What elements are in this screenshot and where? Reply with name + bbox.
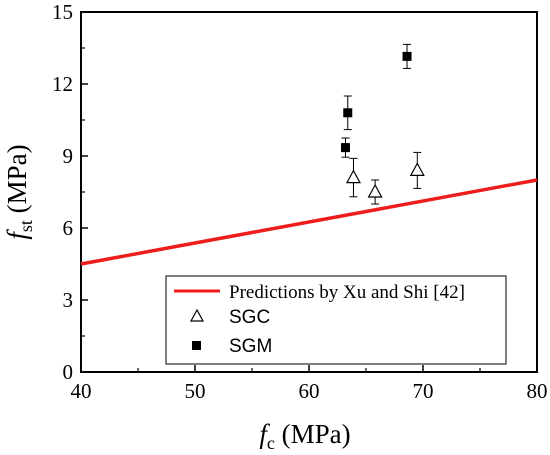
- sgc-point: [345, 169, 361, 184]
- x-axis: 40 50 60 70 80: [71, 365, 548, 403]
- legend-triangle-swatch: [189, 308, 205, 322]
- y-tick-label: 12: [52, 72, 73, 96]
- legend-label-sgm: SGM: [229, 336, 272, 357]
- y-tick-label: 0: [63, 360, 74, 384]
- y-axis: 0 3 6 9 12 15: [52, 0, 88, 384]
- sgm-point: [340, 143, 350, 153]
- y-axis-title: fst (MPa): [2, 144, 36, 239]
- x-tick-label: 50: [185, 379, 206, 403]
- y-tick-label: 3: [63, 288, 74, 312]
- prediction-line: [80, 178, 538, 266]
- x-tick-label: 80: [527, 379, 548, 403]
- x-axis-title: fc (MPa): [259, 419, 350, 453]
- x-tick-label: 60: [299, 379, 320, 403]
- y-tick-label: 6: [63, 216, 74, 240]
- legend: Predictions by Xu and Shi [42] SGC SGM: [165, 275, 507, 365]
- sgc-point: [409, 162, 425, 176]
- x-tick-label: 40: [71, 379, 92, 403]
- legend-box: [165, 275, 507, 365]
- x-tick-label: 70: [413, 379, 434, 403]
- legend-label-sgc: SGC: [229, 307, 270, 328]
- sgc-point: [367, 183, 383, 198]
- legend-square-swatch: [192, 341, 201, 350]
- legend-label-prediction: Predictions by Xu and Shi [42]: [229, 282, 465, 303]
- sgm-point: [343, 108, 353, 118]
- series-layer: [80, 43, 538, 266]
- y-tick-label: 9: [63, 144, 74, 168]
- y-tick-label: 15: [52, 0, 73, 24]
- sgm-point: [402, 51, 412, 61]
